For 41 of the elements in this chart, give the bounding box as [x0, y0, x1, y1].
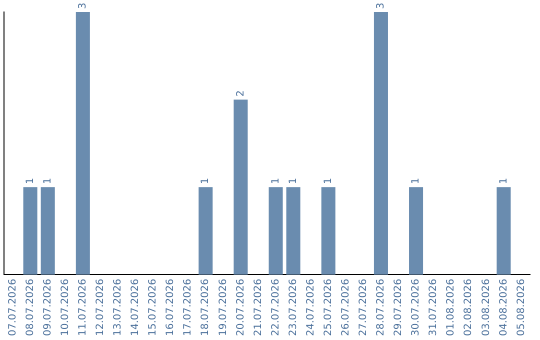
x-tick-label: 12.07.2026 — [95, 278, 106, 336]
x-tick-label: 28.07.2026 — [376, 278, 387, 336]
x-tick-label: 23.07.2026 — [288, 278, 299, 336]
x-tick-label: 20.07.2026 — [235, 278, 246, 336]
x-tick-label: 25.07.2026 — [322, 278, 334, 336]
data-label: 1 — [42, 178, 54, 184]
x-tick-label: 22.07.2026 — [270, 278, 282, 336]
x-tick-label: 19.07.2026 — [218, 278, 229, 336]
x-tick-label: 10.07.2026 — [60, 278, 71, 336]
x-tick-label: 02.08.2026 — [463, 278, 474, 336]
data-label: 1 — [410, 178, 422, 184]
x-tick-label: 16.07.2026 — [165, 278, 176, 336]
x-tick-label: 11.07.2026 — [77, 278, 88, 336]
x-tick-label: 04.08.2026 — [498, 278, 510, 336]
data-label: 1 — [288, 178, 299, 184]
x-tick-label: 17.07.2026 — [182, 278, 194, 336]
data-label: 1 — [270, 178, 282, 184]
data-label: 3 — [376, 2, 387, 9]
x-tick-label: 30.07.2026 — [410, 278, 422, 336]
x-tick-label: 07.07.2026 — [7, 278, 18, 336]
data-label: 1 — [498, 178, 510, 184]
x-tick-label: 26.07.2026 — [340, 278, 352, 336]
x-tick-label: 14.07.2026 — [130, 278, 142, 336]
x-tick-label: 08.07.2026 — [24, 278, 36, 336]
x-tick-label: 31.07.2026 — [428, 278, 440, 336]
data-label: 1 — [200, 178, 212, 184]
x-tick-label: 29.07.2026 — [393, 278, 404, 336]
x-tick-label: 15.07.2026 — [148, 278, 159, 336]
x-tick-label: 01.08.2026 — [446, 278, 457, 336]
x-tick-label: 24.07.2026 — [305, 278, 316, 336]
x-tick-label: 27.07.2026 — [358, 278, 370, 336]
data-label: 1 — [24, 178, 36, 184]
data-label: 2 — [235, 90, 246, 97]
x-tick-label: 18.07.2026 — [200, 278, 212, 336]
x-tick-label: 21.07.2026 — [252, 278, 264, 336]
data-label: 1 — [322, 178, 334, 184]
x-tick-label: 13.07.2026 — [112, 278, 124, 336]
x-tick-label: 03.08.2026 — [480, 278, 492, 336]
x-tick-label: 09.07.2026 — [42, 278, 54, 336]
data-label: 3 — [77, 2, 88, 9]
x-tick-label: 05.08.2026 — [516, 278, 527, 336]
